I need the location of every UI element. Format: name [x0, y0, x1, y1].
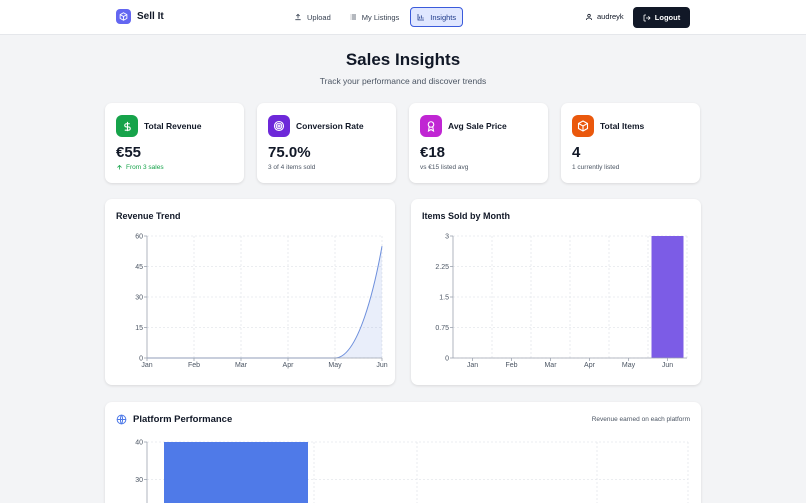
- stat-note: 1 currently listed: [572, 164, 620, 171]
- chart-bar: [164, 442, 308, 503]
- stat-card-avg-sale-price: Avg Sale Price €18 vs €15 listed avg: [409, 103, 548, 183]
- x-tick-label: Apr: [584, 362, 596, 369]
- main-nav: Upload My Listings Insights: [287, 7, 464, 27]
- stat-value: 4: [572, 144, 581, 161]
- stat-note: vs €15 listed avg: [420, 164, 469, 171]
- nav-my-listings[interactable]: My Listings: [342, 7, 407, 27]
- nav-insights-label: Insights: [430, 12, 457, 22]
- page-title: Sales Insights: [345, 50, 461, 69]
- list-icon: [349, 14, 356, 20]
- top-navbar: Sell It Upload My Listings Insights audr…: [0, 0, 806, 35]
- x-tick-label: Jun: [662, 362, 673, 369]
- globe-icon: [116, 414, 127, 425]
- y-tick-label: 15: [135, 325, 143, 332]
- nav-upload[interactable]: Upload: [287, 7, 338, 27]
- nav-insights[interactable]: Insights: [410, 7, 464, 27]
- stat-label: Conversion Rate: [296, 121, 364, 131]
- items-sold-chart: 0 0.75 1.5 2.25 3 Jan Feb Mar Apr May Jun: [435, 234, 688, 369]
- stat-label: Avg Sale Price: [448, 121, 507, 131]
- award-icon: [420, 115, 442, 137]
- dollar-icon: [116, 115, 138, 137]
- chart-title: Revenue Trend: [116, 211, 181, 221]
- chart-line: [147, 246, 383, 359]
- user-icon: [585, 13, 593, 20]
- x-tick-label: Mar: [544, 362, 557, 369]
- logout-label: Logout: [654, 13, 681, 22]
- chart-area: [147, 246, 382, 358]
- y-tick-label: 0: [445, 356, 449, 363]
- x-tick-label: Feb: [188, 362, 200, 369]
- app-name: Sell It: [137, 11, 164, 22]
- stat-note: From 3 sales: [116, 164, 164, 171]
- package-icon: [572, 115, 594, 137]
- platform-performance-card: Platform Performance Revenue earned on e…: [105, 402, 701, 503]
- x-tick-label: Jan: [467, 362, 478, 369]
- revenue-trend-chart: 0 15 30 45 60 Jan Feb Mar Apr May Jun: [135, 234, 388, 370]
- stat-value: €55: [116, 144, 142, 161]
- upload-icon: [295, 13, 301, 21]
- y-tick-label: 30: [135, 295, 143, 302]
- y-tick-label: 0: [139, 356, 143, 363]
- x-tick-label: Apr: [283, 362, 295, 369]
- logout-icon: [643, 14, 651, 21]
- bar-chart-icon: [417, 14, 425, 21]
- x-tick-label: May: [328, 362, 342, 369]
- chart-title: Items Sold by Month: [422, 211, 511, 221]
- nav-my-listings-label: My Listings: [361, 12, 400, 22]
- username: audreyk: [597, 12, 624, 21]
- page-subtitle: Track your performance and discover tren…: [319, 76, 487, 86]
- stat-label: Total Revenue: [144, 121, 202, 131]
- revenue-trend-card: Revenue Trend 0 15 30 45 60 Jan Feb Mar Apr May Ju…: [105, 199, 395, 385]
- user-menu[interactable]: audreyk: [585, 12, 624, 21]
- chart-subtitle: Revenue earned on each platform: [591, 416, 690, 423]
- stat-card-total-items: Total Items 4 1 currently listed: [561, 103, 700, 183]
- platform-performance-chart: 203040: [135, 440, 689, 503]
- x-tick-label: Feb: [505, 362, 517, 369]
- x-tick-label: Mar: [235, 362, 248, 369]
- y-tick-label: 1.5: [439, 295, 449, 302]
- stat-note: 3 of 4 items sold: [268, 164, 316, 171]
- stat-card-conversion-rate: Conversion Rate 75.0% 3 of 4 items sold: [257, 103, 396, 183]
- x-tick-label: Jun: [376, 362, 387, 369]
- chart-bar: [651, 236, 684, 358]
- brand[interactable]: Sell It: [116, 9, 164, 24]
- stat-value: 75.0%: [268, 144, 311, 161]
- arrow-up-icon: [117, 164, 122, 170]
- chart-title: Platform Performance: [133, 414, 233, 425]
- y-tick-label: 60: [135, 234, 143, 241]
- cube-icon: [116, 9, 131, 24]
- items-sold-card: Items Sold by Month 0 0.75 1.5 2.25 3 Jan Feb M…: [411, 199, 701, 385]
- nav-upload-label: Upload: [307, 12, 331, 22]
- stat-note-text: From 3 sales: [126, 164, 164, 171]
- y-tick-label: 3: [445, 234, 449, 241]
- stat-card-total-revenue: Total Revenue €55 From 3 sales: [105, 103, 244, 183]
- y-tick-label: 0.75: [435, 325, 449, 332]
- logout-button[interactable]: Logout: [633, 7, 690, 28]
- stat-label: Total Items: [600, 121, 645, 131]
- y-tick-label: 45: [135, 264, 143, 271]
- x-tick-label: Jan: [141, 362, 152, 369]
- y-tick-label: 40: [135, 440, 143, 447]
- y-tick-label: 30: [135, 477, 143, 484]
- x-tick-label: May: [622, 362, 636, 369]
- target-icon: [268, 115, 290, 137]
- stat-value: €18: [420, 144, 446, 161]
- y-tick-label: 2.25: [435, 264, 449, 271]
